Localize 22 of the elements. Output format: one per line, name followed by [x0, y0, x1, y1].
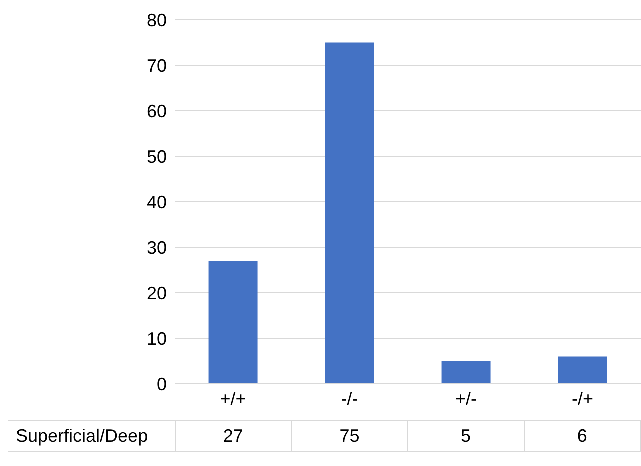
- data-label: 6: [524, 421, 641, 451]
- y-tick-label: 10: [146, 328, 167, 349]
- bar: [558, 356, 608, 384]
- data-label: 5: [408, 421, 525, 451]
- y-tick-label: 0: [156, 374, 167, 394]
- bar: [325, 42, 374, 384]
- bar: [442, 361, 491, 384]
- y-tick-label: 70: [146, 56, 167, 76]
- y-tick-label: 40: [146, 192, 167, 212]
- y-tick-label: 80: [146, 10, 167, 30]
- data-label: 27: [176, 421, 292, 451]
- x-tick-label: -/-: [341, 388, 358, 409]
- text: Superficial/Deep: [8, 421, 176, 451]
- y-tick-label: 30: [146, 238, 167, 258]
- x-tick-label: +/+: [220, 388, 246, 409]
- x-tick-label: +/-: [455, 388, 478, 409]
- bar: [208, 261, 258, 384]
- x-tick-label: -/+: [572, 388, 594, 409]
- data-label: 75: [292, 421, 408, 451]
- y-tick-label: 20: [146, 283, 167, 304]
- y-tick-label: 50: [146, 146, 167, 167]
- y-tick-label: 60: [146, 101, 167, 122]
